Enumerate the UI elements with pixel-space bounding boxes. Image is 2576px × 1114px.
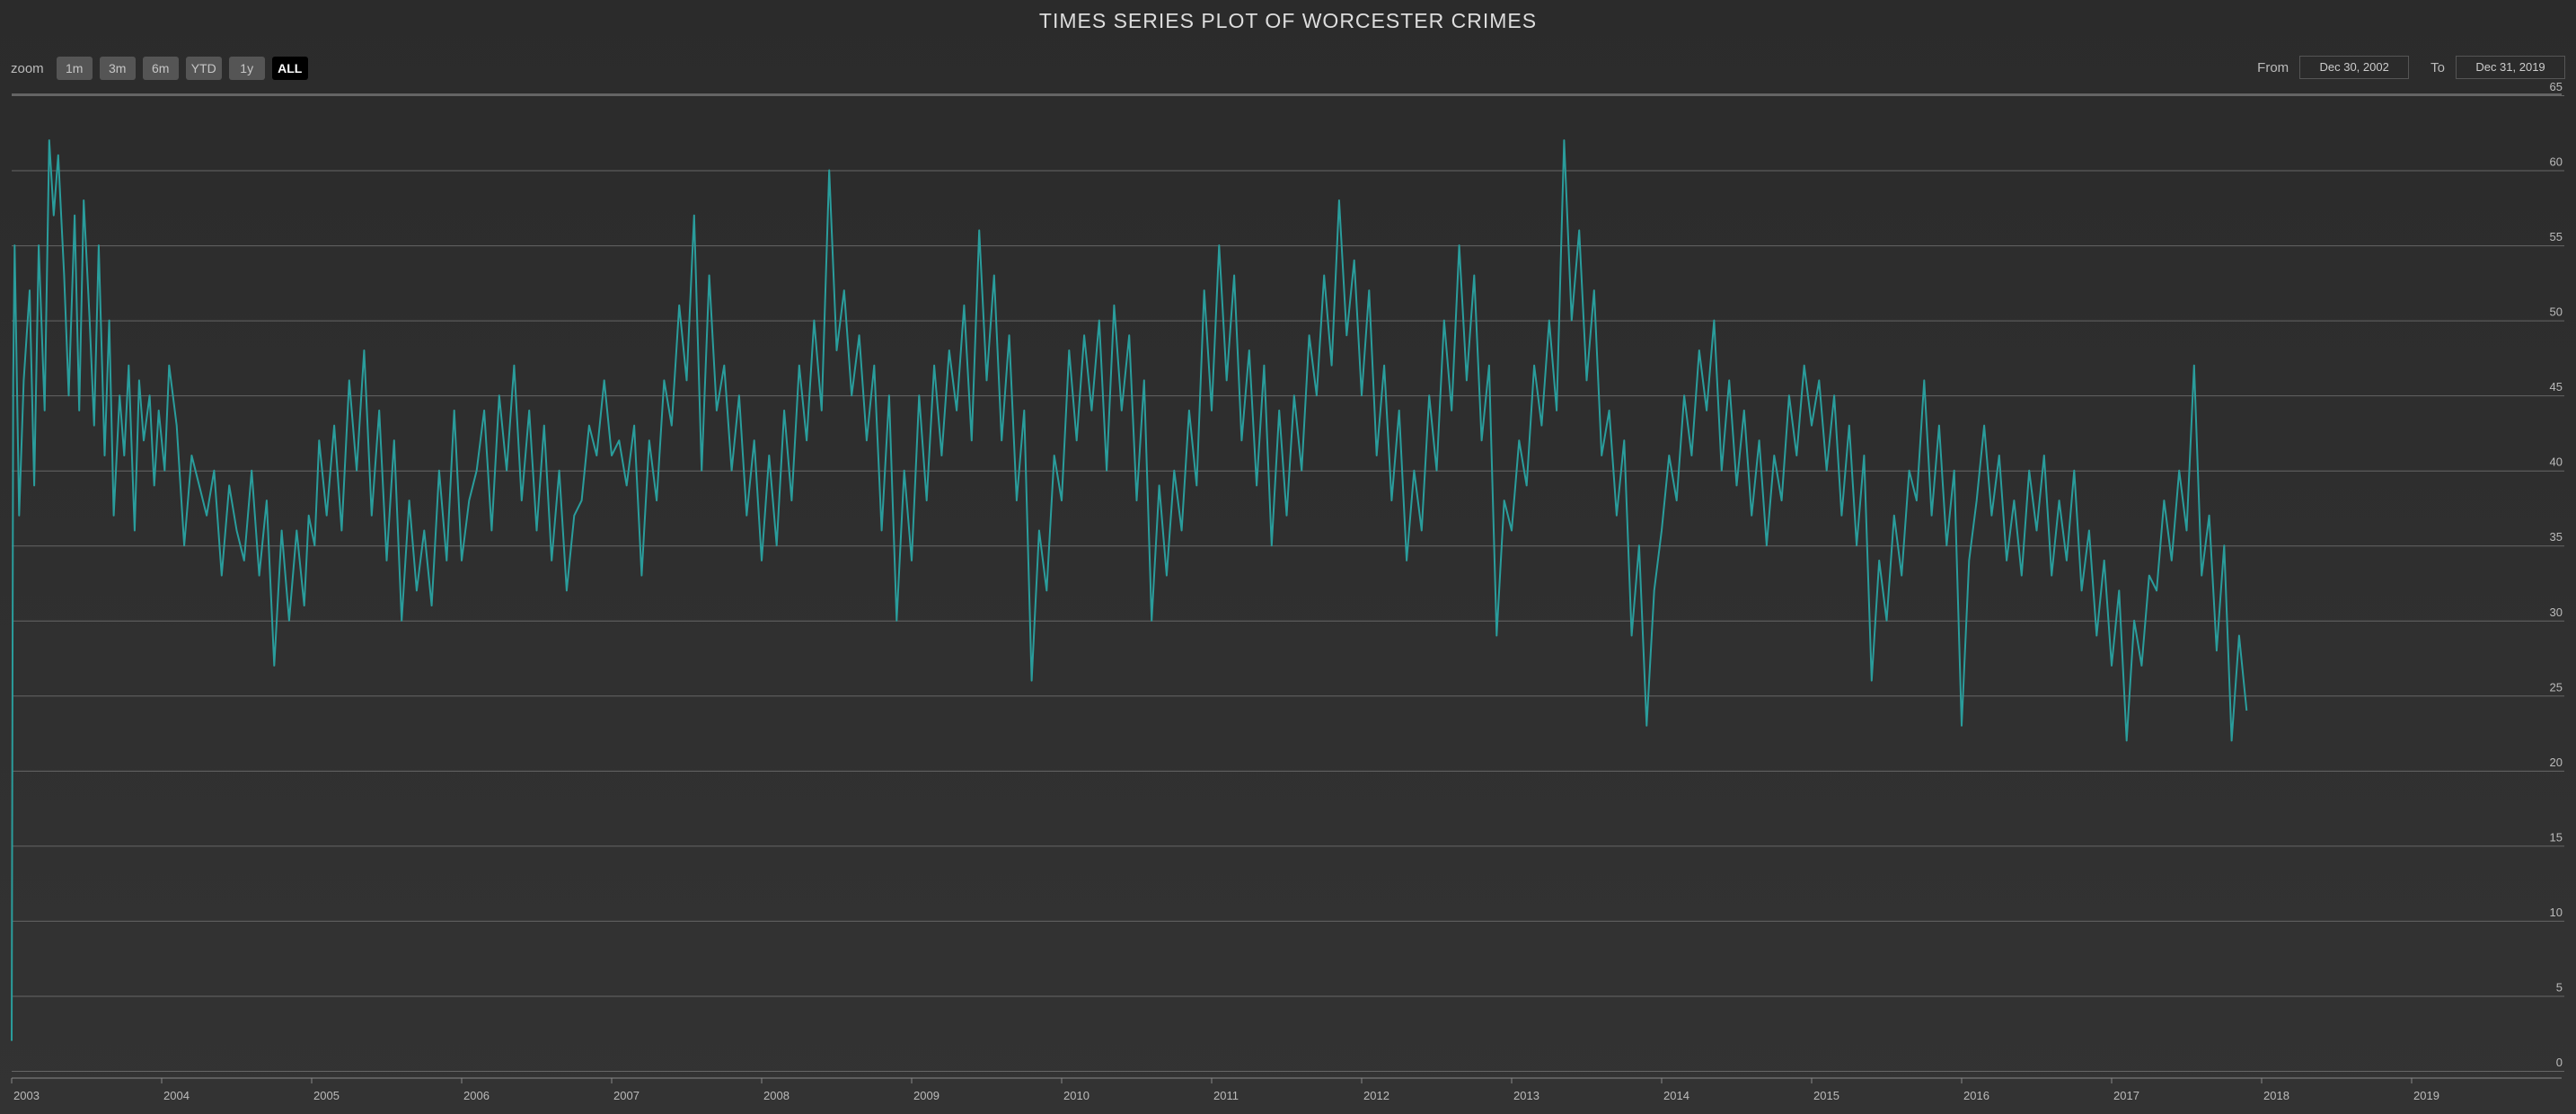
- x-tick-label: 2004: [163, 1089, 190, 1102]
- x-tick-label: 2019: [2413, 1089, 2439, 1102]
- date-range-selector: From Dec 30, 2002 To Dec 31, 2019: [2257, 56, 2565, 79]
- zoom-1y-button[interactable]: 1y: [228, 57, 265, 80]
- y-tick-label: 5: [2556, 980, 2563, 994]
- series-line-worcester-crimes[interactable]: [11, 139, 2248, 1041]
- x-tick-label: 2008: [763, 1089, 790, 1102]
- y-tick-label: 0: [2556, 1056, 2563, 1069]
- range-to-label: To: [2430, 59, 2445, 75]
- y-tick-label: 25: [2550, 680, 2563, 694]
- y-tick-label: 60: [2550, 155, 2563, 169]
- x-tick-label: 2013: [1513, 1089, 1539, 1102]
- x-tick-label: 2012: [1363, 1089, 1389, 1102]
- y-tick-label: 20: [2550, 756, 2563, 769]
- y-tick-label: 35: [2550, 530, 2563, 544]
- zoom-selector: zoom 1m 3m 6m YTD 1y ALL: [11, 57, 308, 80]
- y-tick-label: 15: [2550, 830, 2563, 844]
- x-tick-label: 2005: [313, 1089, 340, 1102]
- range-from-input[interactable]: Dec 30, 2002: [2299, 56, 2410, 79]
- x-tick-label: 2003: [13, 1089, 40, 1102]
- range-to-input[interactable]: Dec 31, 2019: [2456, 56, 2565, 79]
- y-tick-label: 40: [2550, 455, 2563, 469]
- y-tick-label: 45: [2550, 380, 2563, 393]
- y-tick-label: 10: [2550, 906, 2563, 919]
- x-tick-label: 2007: [613, 1089, 640, 1102]
- zoom-label: zoom: [11, 60, 44, 76]
- y-tick-label: 30: [2550, 606, 2563, 619]
- x-tick-label: 2017: [2113, 1089, 2139, 1102]
- y-tick-label: 50: [2550, 305, 2563, 319]
- range-from-label: From: [2257, 59, 2289, 75]
- zoom-6m-button[interactable]: 6m: [142, 57, 179, 80]
- x-tick-label: 2016: [1963, 1089, 1989, 1102]
- y-tick-label: 55: [2550, 230, 2563, 243]
- y-tick-label: 65: [2550, 80, 2563, 93]
- x-tick-label: 2018: [2263, 1089, 2289, 1102]
- x-tick-label: 2015: [1813, 1089, 1839, 1102]
- zoom-1m-button[interactable]: 1m: [56, 57, 93, 80]
- chart-title: TIMES SERIES PLOT OF WORCESTER CRIMES: [1038, 9, 1538, 32]
- zoom-ytd-button[interactable]: YTD: [185, 57, 222, 80]
- x-tick-label: 2011: [1213, 1089, 1239, 1102]
- x-tick-label: 2014: [1663, 1089, 1689, 1102]
- x-tick-label: 2010: [1063, 1089, 1090, 1102]
- x-tick-label: 2006: [463, 1089, 490, 1102]
- zoom-3m-button[interactable]: 3m: [99, 57, 136, 80]
- zoom-all-button[interactable]: ALL: [271, 57, 308, 80]
- x-tick-label: 2009: [913, 1089, 940, 1102]
